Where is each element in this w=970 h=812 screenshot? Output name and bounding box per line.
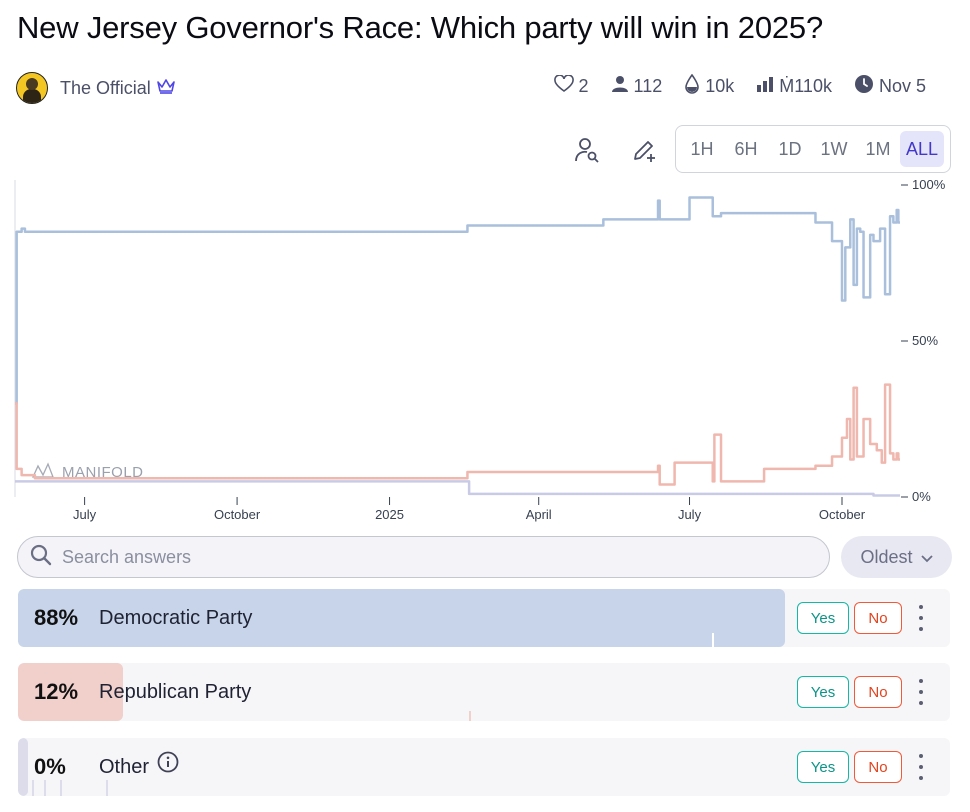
yes-button[interactable]: Yes <box>797 602 849 634</box>
activity-tick <box>712 633 714 647</box>
traders-count: 112 <box>633 76 663 96</box>
series-line-1 <box>15 196 900 405</box>
answer-label: Other <box>99 738 179 796</box>
sort-selected: Oldest <box>860 546 913 567</box>
crown-icon <box>156 78 176 99</box>
search-input[interactable] <box>60 545 764 569</box>
probability-bar <box>18 663 123 721</box>
answer-label: Democratic Party <box>99 589 252 647</box>
tab-6h[interactable]: 6H <box>734 138 758 159</box>
activity-tick <box>32 780 34 796</box>
answer-percent: 12% <box>34 679 79 704</box>
answer-text: Democratic Party <box>99 607 253 629</box>
heart-icon <box>553 74 574 98</box>
x-tick-label: October <box>819 507 866 522</box>
search-icon <box>30 544 52 571</box>
answer-text: Republican Party <box>99 681 252 703</box>
market-title: New Jersey Governor's Race: Which party … <box>17 10 823 45</box>
activity-tick <box>106 780 108 796</box>
no-button[interactable]: No <box>854 602 902 634</box>
activity-tick <box>44 780 46 796</box>
activity-tick <box>469 711 471 721</box>
probability-chart[interactable]: MANIFOLD 100% 50% 0% July October 2025 April Jul… <box>0 170 970 530</box>
more-options-icon[interactable] <box>911 679 931 705</box>
creator-name[interactable]: The Official <box>60 77 151 98</box>
sort-dropdown[interactable]: Oldest <box>841 536 952 578</box>
y-tick-label: 0% <box>912 489 931 504</box>
volume-stat: Ṁ110k <box>756 76 832 97</box>
y-tick-label: 100% <box>912 177 946 192</box>
probability-bar <box>18 738 28 796</box>
chevron-down-icon <box>920 547 933 568</box>
no-button[interactable]: No <box>854 751 902 783</box>
answer-row[interactable]: 12% Republican Party Yes No <box>18 663 950 721</box>
x-tick-label: October <box>214 507 261 522</box>
droplet-icon <box>684 73 700 99</box>
answer-text: Other <box>99 756 150 778</box>
watermark-text: MANIFOLD <box>62 464 144 481</box>
more-options-icon[interactable] <box>911 754 931 780</box>
probability-bar <box>18 589 785 647</box>
yes-button[interactable]: Yes <box>797 751 849 783</box>
likes-stat[interactable]: 2 <box>553 74 589 98</box>
answer-row[interactable]: 0% Other Yes No <box>18 738 950 796</box>
series-line-2 <box>15 383 900 486</box>
more-options-icon[interactable] <box>911 605 931 631</box>
liquidity-stat: 10k <box>684 73 735 99</box>
activity-tick <box>60 780 62 796</box>
search-box[interactable] <box>17 536 830 578</box>
x-tick-label: 2025 <box>375 507 404 522</box>
tab-1d[interactable]: 1D <box>778 138 802 159</box>
y-tick-label: 50% <box>912 333 938 348</box>
user-icon <box>611 75 629 98</box>
answer-label: Republican Party <box>99 663 251 721</box>
timeframe-selector: 1H 6H 1D 1W 1M ALL <box>675 125 951 173</box>
likes-count: 2 <box>578 76 589 96</box>
tab-all[interactable]: ALL <box>900 131 944 167</box>
no-button[interactable]: No <box>854 676 902 708</box>
bar-chart-icon <box>756 76 774 97</box>
creator-avatar[interactable] <box>16 72 48 104</box>
tab-1m[interactable]: 1M <box>865 138 891 159</box>
answer-row[interactable]: 88% Democratic Party Yes No <box>18 589 950 647</box>
close-date: Nov 5 <box>878 76 926 96</box>
yes-button[interactable]: Yes <box>797 676 849 708</box>
answer-percent: 0% <box>34 754 66 779</box>
x-tick-label: July <box>678 507 702 522</box>
answer-percent: 88% <box>34 605 79 630</box>
close-date-stat: Nov 5 <box>854 74 926 99</box>
edit-plus-icon[interactable] <box>630 136 658 164</box>
clock-icon <box>854 74 874 99</box>
volume-value: Ṁ110k <box>779 76 832 96</box>
info-icon[interactable] <box>157 738 179 796</box>
series-line-3 <box>15 480 900 497</box>
market-stats: 2 112 10k Ṁ110k Nov 5 <box>553 73 926 99</box>
creator-info[interactable]: The Official <box>16 72 176 104</box>
x-tick-label: April <box>526 507 552 522</box>
x-tick-label: July <box>73 507 97 522</box>
tab-1w[interactable]: 1W <box>820 138 848 159</box>
user-search-icon[interactable] <box>573 136 601 164</box>
traders-stat: 112 <box>611 75 663 98</box>
tab-1h[interactable]: 1H <box>690 138 714 159</box>
manifold-logo-icon <box>31 462 54 478</box>
liquidity-value: 10k <box>705 76 735 96</box>
